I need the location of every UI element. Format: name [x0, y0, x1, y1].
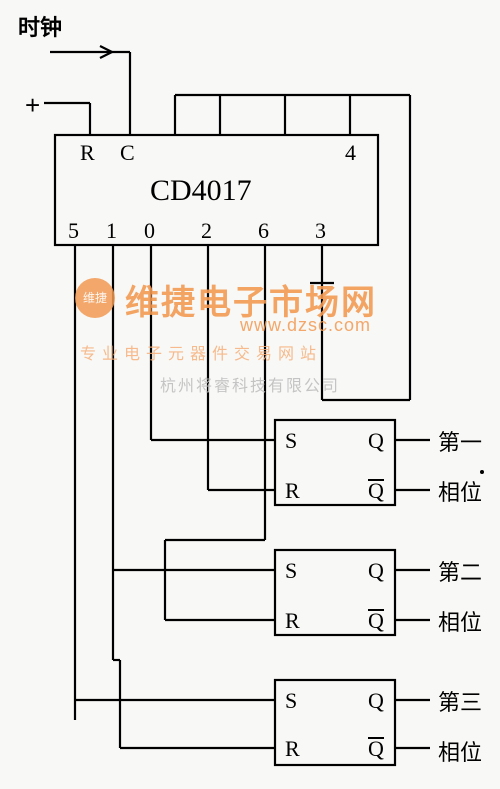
chip-pin-b2: 2	[201, 218, 212, 243]
ff3-Q: Q	[368, 688, 384, 713]
out1-line2: 相位	[438, 475, 482, 507]
out2-line1: 第二	[438, 555, 482, 587]
ff1-S: S	[285, 428, 297, 453]
chip-pin-b0: 0	[144, 218, 155, 243]
watermark-sub: 专业电子元器件交易网站	[80, 340, 322, 364]
ff2-Qbar: Q	[368, 608, 384, 633]
chip-pin-b1: 1	[106, 218, 117, 243]
chip-pin-b6: 6	[258, 218, 269, 243]
clock-label: 时钟	[18, 10, 62, 42]
out1-line1: 第一	[438, 425, 482, 457]
chip-pin-R: R	[80, 140, 95, 165]
chip-pin-4: 4	[345, 140, 356, 165]
ff2-R: R	[285, 608, 300, 633]
ff2-S: S	[285, 558, 297, 583]
watermark-grey: 杭州将睿科技有限公司	[160, 372, 340, 396]
chip-pin-b3: 3	[315, 218, 326, 243]
ff3-S: S	[285, 688, 297, 713]
decorative-dot	[480, 470, 484, 474]
chip-pin-C: C	[120, 140, 135, 165]
ff2-Q: Q	[368, 558, 384, 583]
chip-name: CD4017	[150, 174, 252, 207]
watermark-url: www.dzsc.com	[240, 315, 371, 336]
out3-line1: 第三	[438, 685, 482, 717]
ff3-Qbar: Q	[368, 736, 384, 761]
ff1-Qbar: Q	[368, 478, 384, 503]
out2-line2: 相位	[438, 605, 482, 637]
watermark-logo-icon: 维捷	[75, 278, 115, 318]
ff1-Q: Q	[368, 428, 384, 453]
ff1-R: R	[285, 478, 300, 503]
out3-line2: 相位	[438, 735, 482, 767]
plus-symbol: +	[25, 90, 40, 121]
chip-pin-b5: 5	[68, 218, 79, 243]
ff3-R: R	[285, 736, 300, 761]
